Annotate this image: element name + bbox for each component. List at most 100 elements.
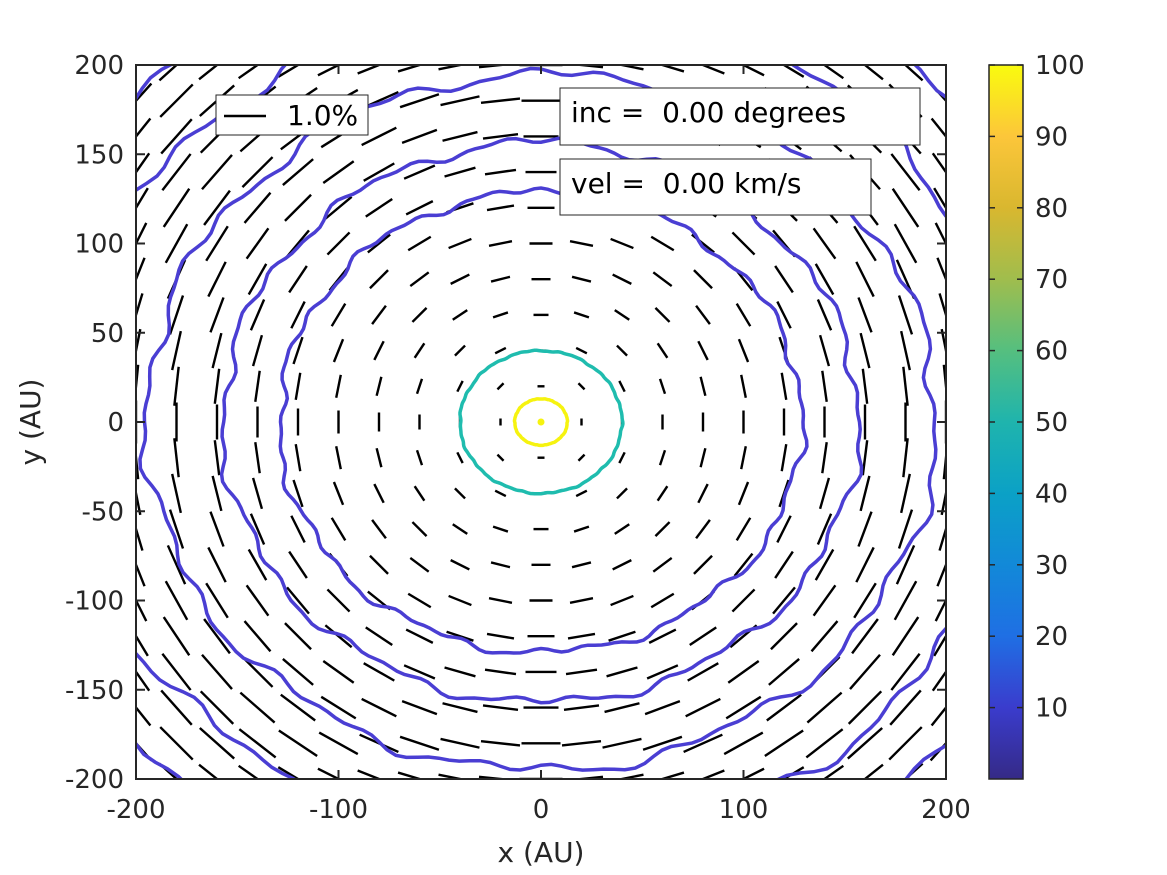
y-tick-labels: -200 -150 -100 -50 0 50 100 150 200 xyxy=(65,51,124,795)
polarization-vector xyxy=(931,669,946,692)
polarization-vector xyxy=(571,275,592,283)
polarization-vector xyxy=(849,653,881,690)
polarization-vector xyxy=(168,295,185,335)
polarization-vector xyxy=(278,729,318,758)
polarization-vector xyxy=(209,511,225,547)
polarization-vector xyxy=(480,739,521,747)
y-tick-label: 0 xyxy=(107,408,124,438)
polarization-vector xyxy=(618,451,626,464)
polarization-vector xyxy=(652,271,673,288)
polarization-vector xyxy=(571,561,592,569)
polarization-vector xyxy=(136,152,151,175)
polarization-vector xyxy=(136,328,142,357)
polarization-vector xyxy=(699,769,725,779)
polarization-vector xyxy=(448,237,472,250)
colorbar-ticks: 10 20 30 40 50 60 70 80 90 100 xyxy=(989,51,1085,724)
polarization-vector xyxy=(699,447,707,468)
polarization-vector xyxy=(247,263,268,296)
colorbar-tick-label: 20 xyxy=(1035,622,1068,652)
polarization-vector xyxy=(411,306,428,323)
colorbar-tick-label: 80 xyxy=(1035,194,1068,224)
colorbar-tick-label: 90 xyxy=(1035,122,1068,152)
polarization-vector xyxy=(814,263,835,296)
polarization-vector xyxy=(851,618,879,655)
colorbar-tick-label: 50 xyxy=(1035,408,1068,438)
polarization-vector xyxy=(238,728,277,759)
polarization-vector xyxy=(656,342,669,359)
polarization-vector xyxy=(399,735,440,751)
polarization-vector xyxy=(409,271,430,288)
polarization-vector xyxy=(938,293,946,320)
polarization-vector xyxy=(942,445,946,480)
polarization-vector xyxy=(818,477,831,510)
polarization-vector xyxy=(136,633,149,657)
polarization-vector xyxy=(488,597,513,604)
polarization-vector xyxy=(577,382,586,391)
polarization-vector xyxy=(478,65,513,69)
polarization-vector xyxy=(136,187,149,211)
polarization-vector xyxy=(650,592,675,609)
polarization-vector xyxy=(490,561,511,569)
polarization-vector xyxy=(371,304,387,325)
polarization-vector xyxy=(330,302,347,327)
polarization-vector xyxy=(689,626,717,647)
polarization-vector xyxy=(168,509,185,549)
polarization-vector xyxy=(889,689,922,726)
polarization-vector xyxy=(618,380,626,393)
y-tick-label: 50 xyxy=(91,319,124,349)
polarization-vector xyxy=(160,689,193,726)
polarization-vector xyxy=(171,330,182,371)
polarization-vector xyxy=(415,378,424,395)
polarization-vector xyxy=(859,475,871,512)
polarization-vector xyxy=(292,336,304,365)
polarization-vector xyxy=(818,334,831,367)
polarization-vector xyxy=(615,773,644,779)
polarization-vector xyxy=(371,519,387,540)
polarization-vector xyxy=(171,473,182,514)
polarization-vector xyxy=(930,705,946,727)
polarization-vector xyxy=(162,616,191,657)
polarization-vector xyxy=(654,521,671,538)
polarization-vector xyxy=(612,273,632,285)
polarization-vector xyxy=(731,588,756,613)
center-marker xyxy=(537,418,545,426)
polarization-vector xyxy=(486,632,515,640)
colorbar-tick-label: 100 xyxy=(1035,51,1085,81)
polarization-vector xyxy=(693,269,713,290)
polarization-vector xyxy=(438,65,467,71)
polarization-vector xyxy=(251,477,264,510)
polarization-vector xyxy=(933,633,946,657)
polarization-vector xyxy=(399,93,440,109)
polarization-vector xyxy=(440,95,480,107)
polarization-vector xyxy=(136,117,152,139)
polarization-vector xyxy=(652,556,673,573)
polarization-vector xyxy=(604,702,640,714)
polarization-vector xyxy=(413,342,426,359)
polarization-vector xyxy=(205,225,229,262)
polarization-vector xyxy=(863,763,884,779)
polarization-vector xyxy=(486,204,515,212)
polarization-vector xyxy=(205,582,229,619)
polarization-vector xyxy=(203,189,231,226)
polarization-vector xyxy=(290,515,306,543)
polarization-vector xyxy=(330,517,347,542)
polarization-vector xyxy=(658,378,667,395)
polarization-vector xyxy=(900,330,911,371)
polarization-vector xyxy=(903,762,924,779)
polarization-vector xyxy=(890,653,921,691)
polarization-vector xyxy=(569,65,604,69)
polarization-vector xyxy=(776,515,792,543)
polarization-vector xyxy=(492,525,509,533)
x-tick-label: -100 xyxy=(309,795,368,825)
colorbar-tick-label: 30 xyxy=(1035,551,1068,581)
polarization-vector xyxy=(575,489,588,498)
velocity-box xyxy=(559,158,872,216)
polarization-vector xyxy=(735,517,752,542)
polarization-vector xyxy=(614,309,630,321)
polarization-vector xyxy=(159,83,194,118)
polarization-vector xyxy=(452,309,468,321)
polarization-vector xyxy=(890,153,921,191)
y-tick-label: -150 xyxy=(65,676,124,706)
polarization-vector xyxy=(357,65,383,75)
